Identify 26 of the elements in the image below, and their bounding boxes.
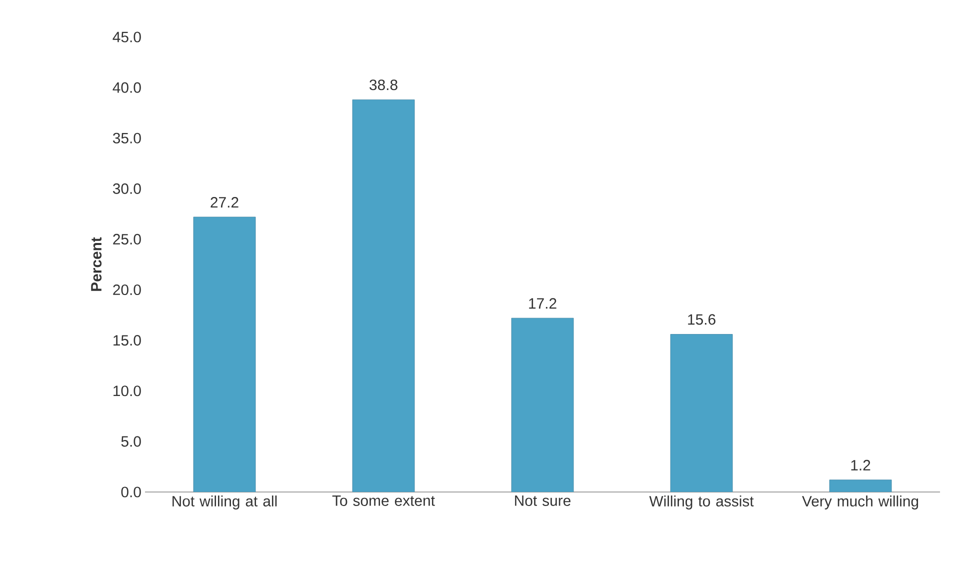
y-tick-label: 45.0 (112, 32, 141, 42)
y-tick-label: 0.0 (121, 486, 141, 498)
y-tick-label: 10.0 (114, 386, 141, 396)
y-tick-label: 25.0 (113, 234, 141, 245)
x-tick-label: Not sure (515, 496, 570, 506)
y-tick-label: 20.0 (113, 284, 141, 296)
y-tick-label: 30.0 (112, 183, 141, 194)
data-label: 1.2 (851, 460, 870, 470)
bar (829, 480, 892, 492)
bar (352, 99, 415, 492)
y-tick-label: 40.0 (112, 82, 141, 93)
y-axis-title: Percent (91, 237, 102, 291)
x-tick-label: To some extent (332, 496, 435, 506)
bar (511, 318, 574, 492)
x-tick-label: Willing to assist (649, 496, 754, 510)
y-tick-label: 5.0 (121, 436, 141, 447)
bar (670, 334, 733, 492)
data-label: 17.2 (529, 298, 556, 309)
data-label: 15.6 (688, 314, 716, 325)
data-label: 27.2 (210, 197, 238, 208)
y-tick-label: 35.0 (112, 132, 141, 144)
y-tick-label: 15.0 (114, 335, 141, 346)
x-tick-label: Not willing at all (172, 496, 277, 510)
x-tick-label: Very much willing (802, 496, 918, 510)
bar (193, 216, 256, 492)
data-label: 38.8 (370, 80, 398, 90)
